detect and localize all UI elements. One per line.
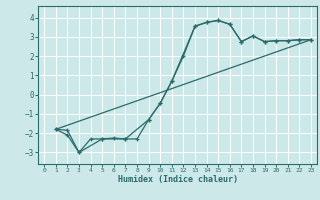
X-axis label: Humidex (Indice chaleur): Humidex (Indice chaleur) [118,175,238,184]
